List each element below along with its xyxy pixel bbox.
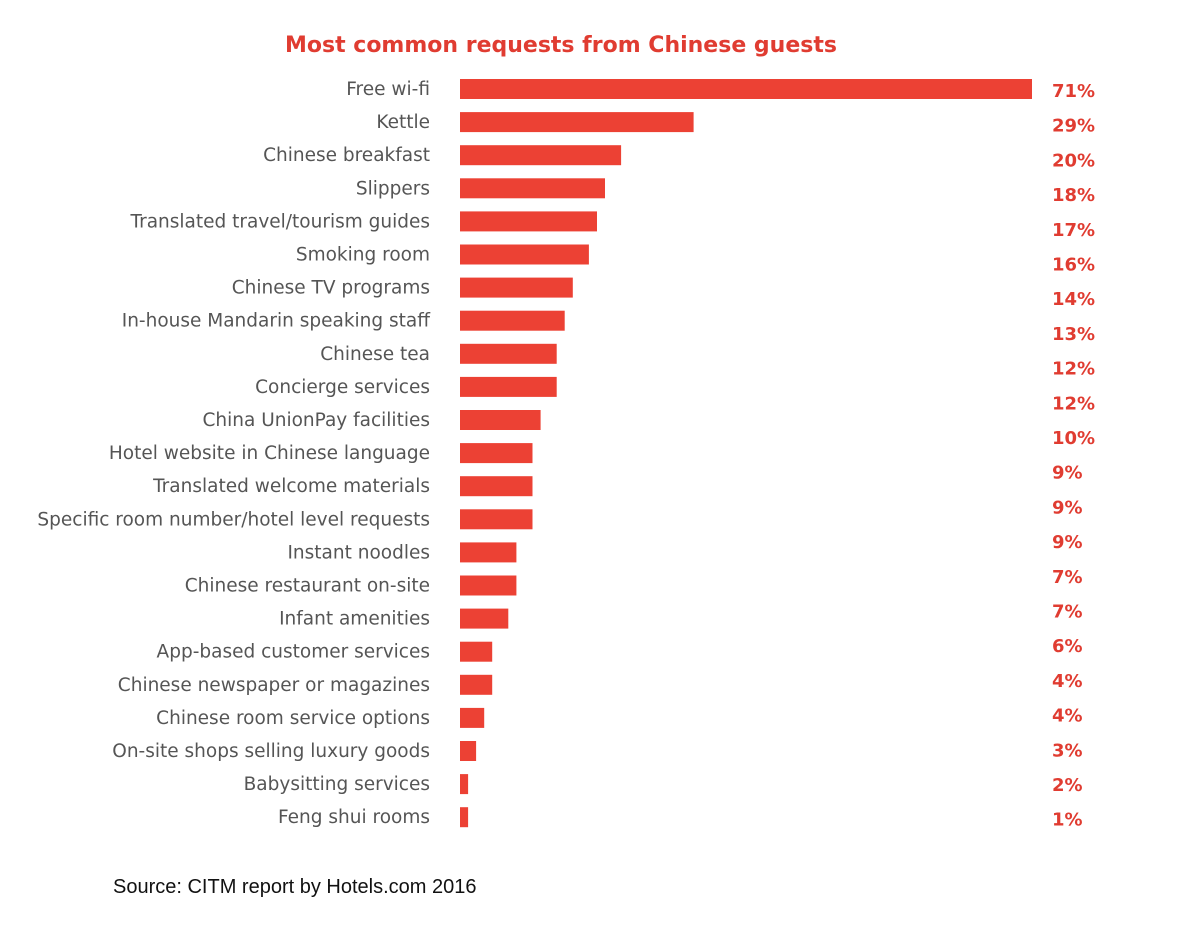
bar (460, 542, 517, 563)
bar (460, 211, 597, 232)
bar (460, 807, 469, 828)
category-label: Smoking room (296, 245, 430, 266)
bar (460, 674, 493, 695)
bar (460, 774, 469, 795)
value-label: 9% (1052, 532, 1083, 553)
bar (460, 145, 622, 166)
category-label: Infant amenities (279, 609, 430, 630)
category-label: In-house Mandarin speaking staff (122, 311, 432, 332)
category-label: App-based customer services (157, 642, 430, 663)
bar (460, 410, 541, 430)
value-label: 16% (1052, 255, 1095, 276)
value-label: 12% (1052, 393, 1095, 414)
bars-group (460, 79, 1032, 828)
category-label: Slippers (356, 178, 430, 199)
category-label: Chinese newspaper or magazines (118, 675, 430, 696)
category-label: Translated welcome materials (152, 476, 430, 497)
value-label: 29% (1052, 116, 1095, 137)
category-label: Hotel website in Chinese language (109, 443, 430, 464)
bar (460, 575, 517, 596)
source-note: Source: CITM report by Hotels.com 2016 (113, 876, 477, 898)
value-label: 3% (1052, 740, 1083, 761)
bar (460, 443, 533, 464)
value-label: 20% (1052, 150, 1095, 171)
value-label: 6% (1052, 636, 1083, 657)
bar (460, 608, 509, 629)
value-label: 9% (1052, 463, 1083, 484)
category-label: Chinese restaurant on-site (185, 576, 430, 597)
chart-title: Most common requests from Chinese guests (285, 33, 837, 58)
category-label: Instant noodles (287, 542, 430, 563)
value-label: 12% (1052, 359, 1095, 380)
bar (460, 79, 1032, 99)
bar (460, 641, 493, 662)
bar (460, 178, 605, 199)
value-label: 7% (1052, 567, 1083, 588)
value-label: 14% (1052, 289, 1095, 310)
value-label: 71% (1052, 81, 1095, 102)
value-label: 18% (1052, 185, 1095, 206)
value-label: 1% (1052, 810, 1083, 831)
category-label: Babysitting services (244, 774, 430, 795)
category-label: China UnionPay facilities (202, 410, 430, 431)
category-labels: Free wi-fi Kettle Chinese breakfast Slipper… (37, 79, 431, 828)
bar (460, 343, 557, 364)
category-label: On-site shops selling luxury goods (112, 741, 430, 762)
value-label: 10% (1052, 428, 1095, 449)
bar (460, 476, 533, 497)
category-label: Free wi-fi (346, 79, 430, 100)
bar (460, 244, 589, 265)
category-label: Chinese room service options (156, 708, 430, 729)
bar (460, 376, 557, 397)
bar (460, 707, 485, 728)
value-label: 17% (1052, 220, 1095, 241)
category-label: Chinese breakfast (263, 145, 430, 166)
category-label: Kettle (376, 112, 430, 133)
bar (460, 509, 533, 530)
category-label: Specific room number/hotel level request… (37, 509, 430, 530)
category-label: Translated travel/tourism guides (130, 211, 430, 232)
value-label: 7% (1052, 602, 1083, 623)
bar (460, 310, 565, 331)
value-label: 9% (1052, 497, 1083, 518)
value-label: 4% (1052, 706, 1083, 727)
category-label: Chinese tea (320, 344, 430, 365)
category-label: Chinese TV programs (232, 278, 430, 299)
bar (460, 741, 477, 761)
bar (460, 277, 573, 298)
value-label: 13% (1052, 324, 1095, 345)
category-label: Feng shui rooms (278, 807, 430, 828)
value-label: 4% (1052, 671, 1083, 692)
value-labels: 71% 29% 20% 18% 17% 16% 14% 13% 12% 12% 10% 9% 9% 9% 7… (1052, 81, 1095, 831)
value-label: 2% (1052, 775, 1083, 796)
category-label: Concierge services (255, 377, 430, 398)
bar (460, 112, 694, 133)
